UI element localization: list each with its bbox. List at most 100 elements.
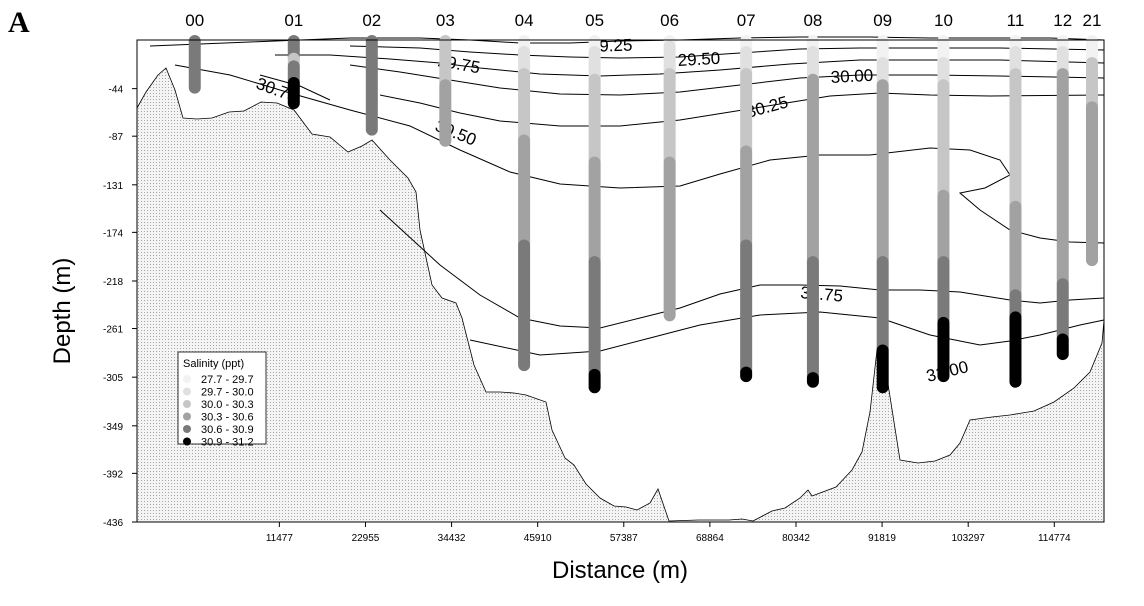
x-tick-label-3: 34432 — [438, 533, 466, 544]
x-tick-label-1: 11477 — [266, 533, 294, 544]
station-label-08: 08 — [803, 11, 822, 30]
x-tick-label-5: 57387 — [610, 533, 638, 544]
station-10-segment-6 — [937, 316, 950, 383]
station-05-segment-6 — [588, 368, 601, 394]
contour-label-8: 30.75 — [800, 283, 844, 306]
legend-swatch-6 — [183, 437, 191, 446]
station-04-segment-5 — [518, 239, 531, 372]
station-label-12: 12 — [1053, 11, 1072, 30]
y-axis-title: Depth (m) — [49, 258, 76, 365]
station-05-segment-3 — [588, 73, 601, 167]
station-11-segment-3 — [1009, 68, 1022, 211]
contour-line-7 — [259, 74, 331, 101]
y-tick-label-9: -392 — [103, 469, 123, 480]
x-tick-label-4: 45910 — [524, 533, 552, 544]
station-label-02: 02 — [362, 11, 381, 30]
station-10-segment-3 — [937, 79, 950, 200]
seafloor-bathymetry — [136, 67, 1105, 523]
station-21-segment-2 — [1085, 57, 1098, 112]
legend-title: Salinity (ppt) — [183, 358, 244, 370]
station-label-05: 05 — [585, 11, 604, 30]
station-12-segment-4 — [1056, 278, 1069, 344]
station-05-segment-4 — [588, 156, 601, 267]
legend-label-1: 27.7 - 29.7 — [201, 374, 254, 386]
station-07-segment-3 — [740, 68, 753, 156]
legend-label-4: 30.3 - 30.6 — [201, 412, 254, 424]
station-10-segment-5 — [937, 256, 950, 327]
station-02-segment-2 — [365, 99, 378, 136]
contour-label-2: 29.50 — [677, 49, 720, 70]
station-label-09: 09 — [873, 11, 892, 30]
legend-swatch-4 — [183, 412, 191, 421]
x-tick-label-6: 68864 — [696, 533, 724, 544]
y-tick-label-6: -261 — [103, 325, 123, 336]
x-axis-title: Distance (m) — [552, 557, 688, 584]
legend-label-2: 29.7 - 30.0 — [201, 387, 254, 399]
station-09-segment-5 — [876, 344, 889, 394]
y-tick-label-4: -174 — [103, 228, 123, 239]
station-12-segment-3 — [1056, 68, 1069, 289]
station-08-segment-2 — [806, 46, 819, 84]
x-tick-label-10: 114774 — [1038, 533, 1071, 544]
x-tick-label-7: 80342 — [782, 533, 810, 544]
station-label-01: 01 — [284, 11, 303, 30]
contour-line-6 — [174, 64, 1105, 244]
contour-line-5 — [379, 92, 1105, 127]
station-label-00: 00 — [185, 11, 204, 30]
contour-line-3 — [275, 54, 1105, 77]
station-05-segment-5 — [588, 256, 601, 379]
y-tick-label-7: -305 — [103, 373, 123, 384]
legend-swatch-2 — [183, 387, 191, 396]
station-08-segment-4 — [806, 256, 819, 383]
station-04-segment-3 — [518, 68, 531, 145]
station-label-04: 04 — [515, 11, 534, 30]
station-02-segment-1 — [365, 35, 378, 110]
legend-label-6: 30.9 - 31.2 — [201, 437, 254, 449]
station-09-segment-4 — [876, 256, 889, 355]
station-11-segment-6 — [1009, 311, 1022, 388]
x-tick-label-2: 22955 — [352, 533, 380, 544]
station-label-06: 06 — [660, 11, 679, 30]
y-tick-label-10: -436 — [103, 518, 123, 529]
station-07-segment-6 — [740, 366, 753, 383]
station-label-10: 10 — [934, 11, 953, 30]
panel-letter: A — [8, 6, 30, 39]
station-08-segment-5 — [806, 372, 819, 388]
station-label-21: 21 — [1083, 11, 1102, 30]
station-21-segment-3 — [1085, 101, 1098, 267]
station-06-segment-3 — [663, 68, 676, 167]
x-tick-label-9: 103297 — [952, 533, 986, 544]
station-03-segment-2 — [439, 79, 452, 147]
legend-box — [177, 351, 267, 445]
station-09-segment-3 — [876, 79, 889, 267]
legend-swatch-3 — [183, 400, 191, 408]
contour-label-4: 30.00 — [830, 66, 873, 87]
y-tick-label-8: -349 — [103, 422, 123, 433]
station-11-segment-4 — [1009, 200, 1022, 300]
station-07-segment-4 — [740, 145, 753, 250]
station-07-segment-5 — [740, 239, 753, 377]
y-tick-label-1: -44 — [109, 85, 124, 96]
station-01-segment-4 — [287, 77, 300, 110]
station-10-segment-4 — [937, 189, 950, 267]
contour-line-9 — [469, 311, 1105, 356]
station-08-segment-3 — [806, 73, 819, 267]
station-03-segment-1 — [439, 35, 452, 90]
legend-label-3: 30.0 - 30.3 — [201, 399, 254, 411]
y-tick-label-3: -131 — [103, 181, 123, 192]
station-label-03: 03 — [436, 11, 455, 30]
contour-line-2 — [349, 45, 1105, 59]
station-06-segment-2 — [663, 40, 676, 79]
y-tick-label-2: -87 — [109, 132, 124, 143]
station-label-07: 07 — [737, 11, 756, 30]
station-12-segment-5 — [1056, 333, 1069, 361]
legend-swatch-1 — [183, 375, 191, 383]
legend-label-5: 30.6 - 30.9 — [201, 424, 254, 436]
x-tick-label-8: 91819 — [868, 533, 896, 544]
legend-swatch-5 — [183, 425, 191, 433]
station-05-segment-2 — [588, 46, 601, 84]
y-tick-label-5: -218 — [103, 277, 123, 288]
station-00-segment-1 — [188, 35, 201, 94]
station-04-segment-4 — [518, 134, 531, 250]
